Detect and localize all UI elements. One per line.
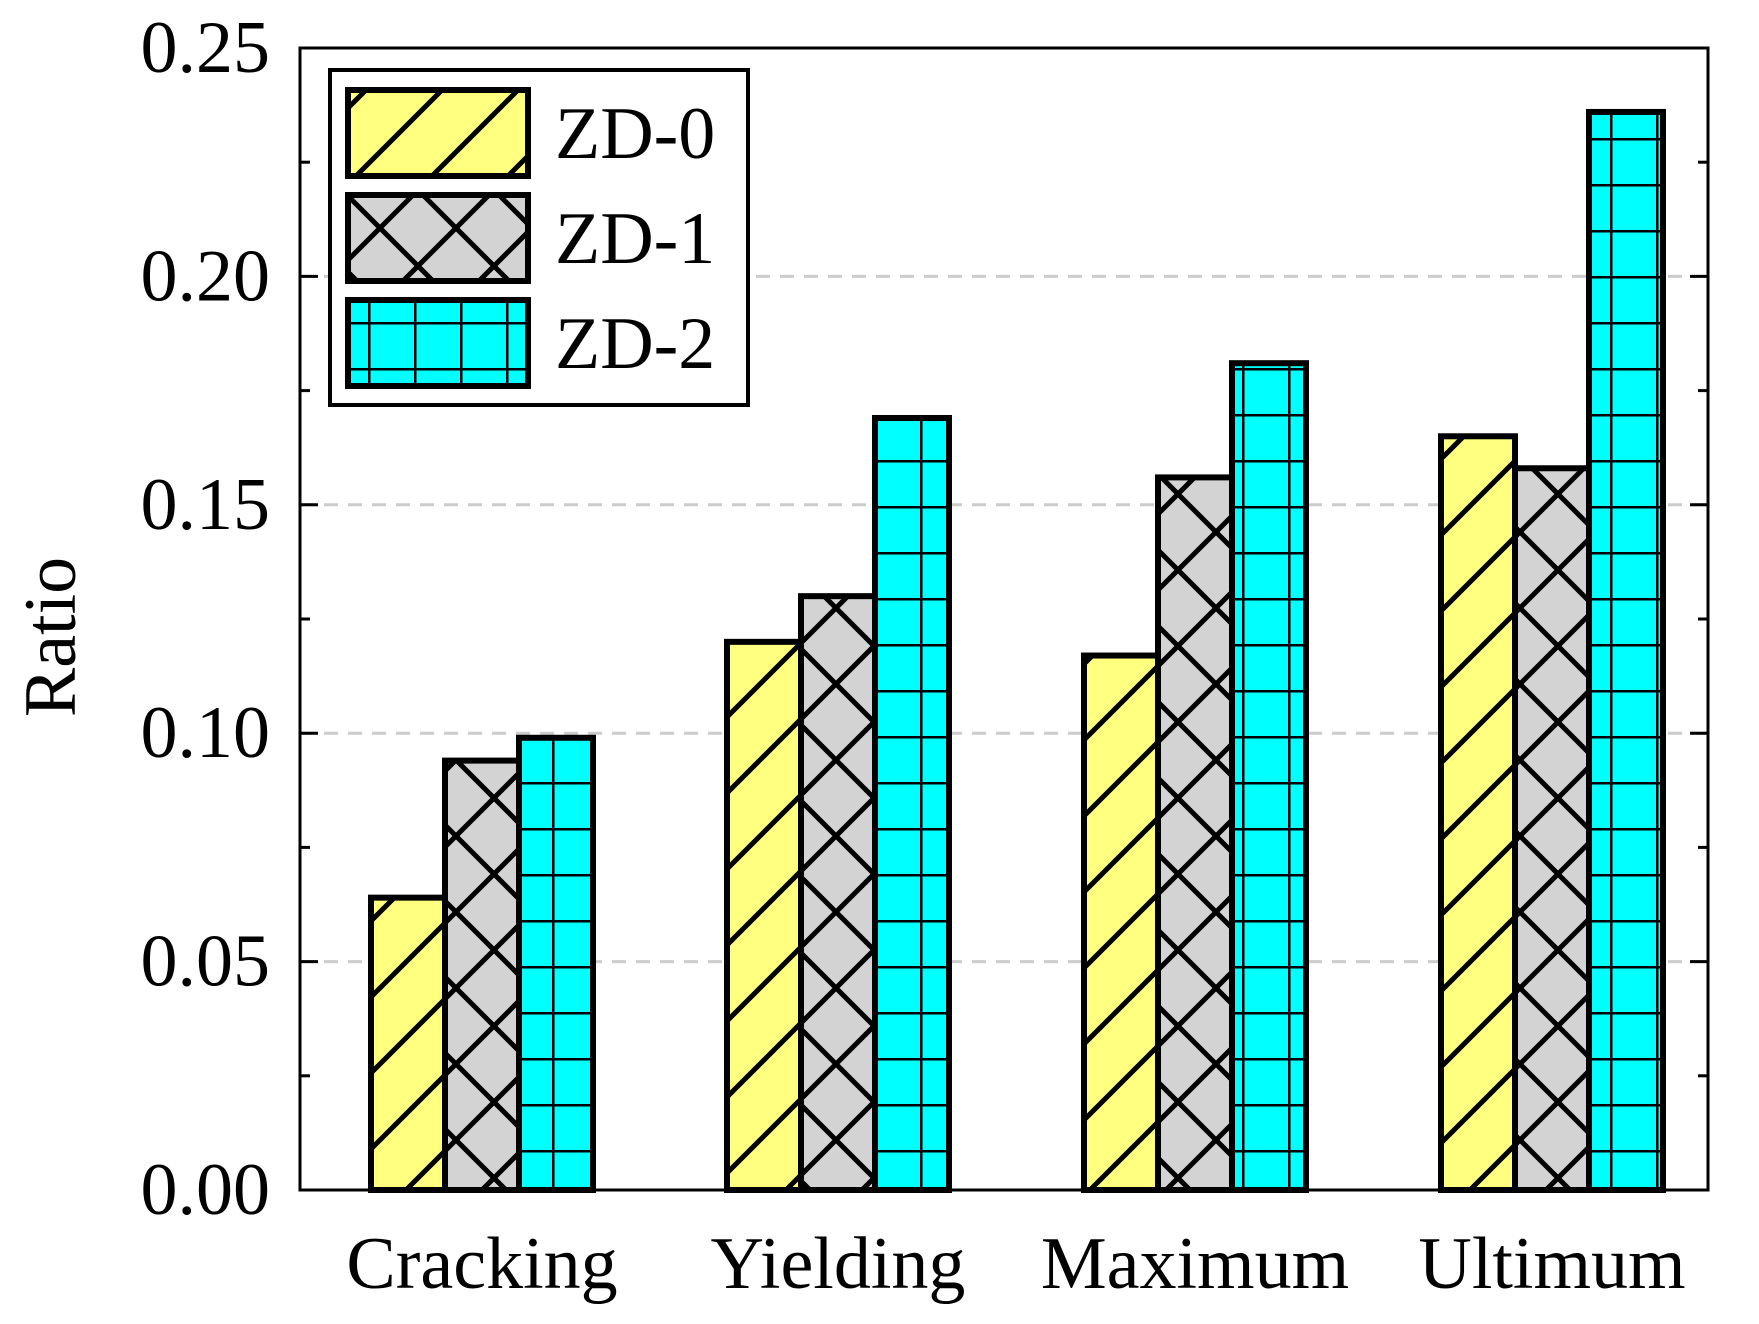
bar-zd-2-ultimum bbox=[1586, 108, 1666, 1193]
x-tick-label-maximum: Maximum bbox=[1041, 1223, 1349, 1305]
y-tick-label: 0.20 bbox=[141, 235, 271, 317]
y-axis-title: Ratio bbox=[10, 557, 92, 717]
legend-swatch-zd-0 bbox=[345, 87, 531, 179]
legend-label-zd-2: ZD-2 bbox=[555, 303, 715, 385]
legend-swatch-zd-1 bbox=[345, 192, 531, 284]
bar-zd-2-cracking bbox=[516, 734, 596, 1193]
bar-zd-0-ultimum bbox=[1438, 433, 1518, 1193]
legend: ZD-0 ZD-1 ZD-2 bbox=[328, 68, 750, 407]
bar-zd-2-yielding bbox=[872, 415, 952, 1193]
tick-labels: Cracking Yielding Maximum Ultimum 0.00 0.05 0.… bbox=[141, 7, 1686, 1305]
gridlines bbox=[300, 274, 1708, 964]
bar-zd-1-cracking bbox=[442, 757, 522, 1193]
bar-zd-1-maximum bbox=[1155, 474, 1235, 1193]
axes bbox=[298, 46, 1710, 1192]
bar-zd-1-ultimum bbox=[1512, 465, 1592, 1194]
bar-zd-0-yielding bbox=[724, 638, 804, 1193]
bar-zd-0-cracking bbox=[368, 894, 448, 1193]
bar-zd-0-maximum bbox=[1081, 652, 1161, 1193]
legend-label-zd-1: ZD-1 bbox=[555, 198, 715, 280]
y-tick-label: 0.10 bbox=[141, 692, 271, 774]
y-tick-label: 0.25 bbox=[141, 7, 271, 89]
x-tick-label-cracking: Cracking bbox=[346, 1223, 617, 1305]
y-tick-label: 0.15 bbox=[141, 464, 271, 546]
x-tick-label-yielding: Yielding bbox=[711, 1223, 966, 1305]
legend-swatch-zd-2 bbox=[345, 297, 531, 389]
y-tick-label: 0.00 bbox=[141, 1149, 271, 1231]
legend-label-zd-0: ZD-0 bbox=[555, 93, 715, 175]
bar-zd-2-maximum bbox=[1229, 360, 1309, 1193]
x-tick-label-ultimum: Ultimum bbox=[1418, 1223, 1685, 1305]
bar-zd-1-yielding bbox=[798, 593, 878, 1193]
y-tick-label: 0.05 bbox=[141, 921, 271, 1003]
